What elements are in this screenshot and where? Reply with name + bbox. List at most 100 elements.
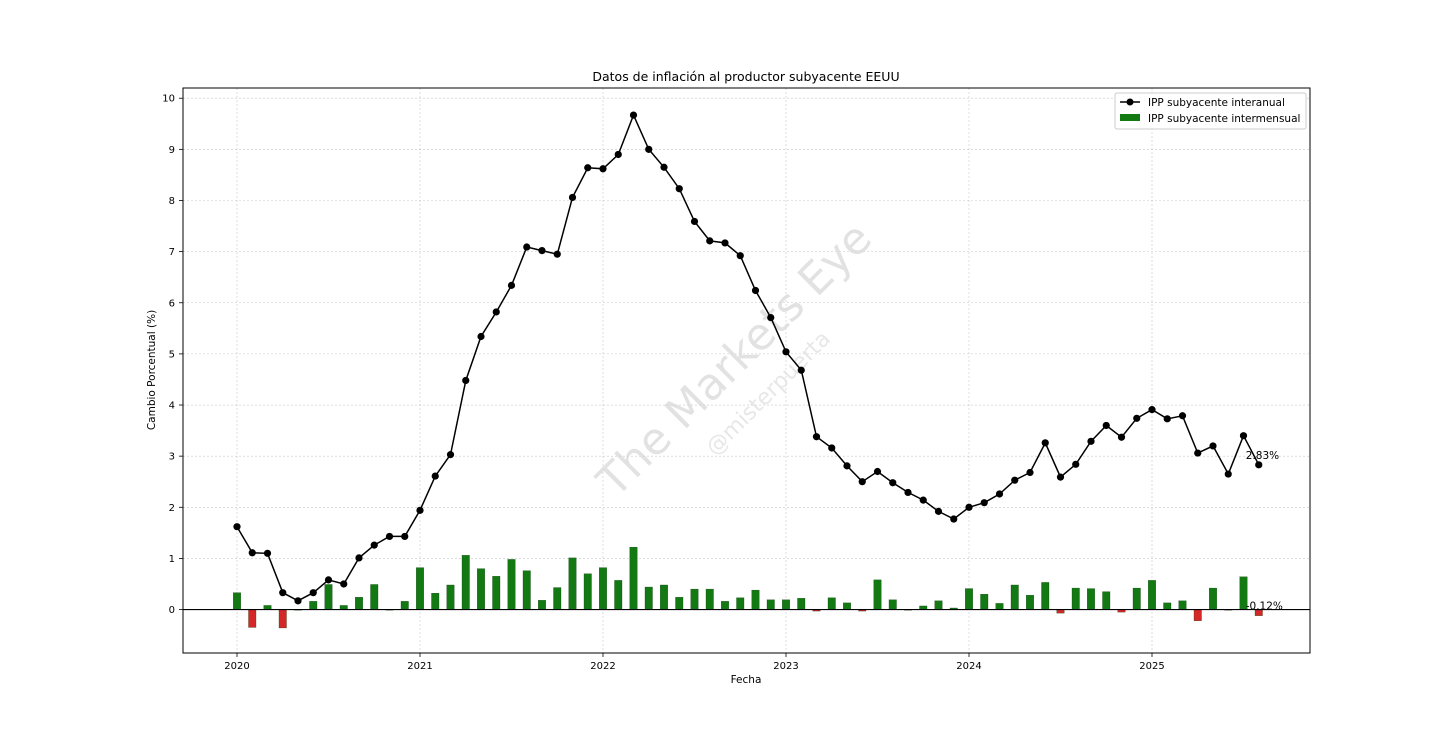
bar-intermensual xyxy=(263,605,272,610)
point-interanual xyxy=(1117,433,1126,441)
point-interanual xyxy=(660,163,668,171)
bar-intermensual xyxy=(705,588,714,610)
point-interanual xyxy=(1163,415,1171,423)
point-interanual xyxy=(828,444,836,452)
bar-intermensual xyxy=(507,559,516,610)
legend-label-interanual: IPP subyacente interanual xyxy=(1148,97,1285,109)
point-interanual xyxy=(523,243,531,251)
bar-intermensual xyxy=(431,593,440,610)
point-interanual xyxy=(1194,449,1202,457)
watermark: The Markets Eye @misterpuerta xyxy=(587,213,882,508)
line-interanual xyxy=(236,113,1260,602)
point-interanual xyxy=(751,286,760,295)
bar-intermensual xyxy=(1148,580,1156,610)
annotation-label: 2.83% xyxy=(1246,450,1279,462)
bar-intermensual xyxy=(782,599,790,610)
y-tick-label: 5 xyxy=(169,349,175,360)
y-tick-label: 1 xyxy=(169,554,175,565)
point-interanual xyxy=(401,532,409,541)
point-interanual xyxy=(248,549,256,557)
point-interanual xyxy=(1133,414,1141,422)
watermark-main-text: The Markets Eye xyxy=(587,213,882,508)
bar-intermensual xyxy=(599,567,607,610)
y-tick-label: 9 xyxy=(169,145,175,156)
point-interanual xyxy=(279,589,287,597)
chart-title: Datos de inflación al productor subyacen… xyxy=(592,69,899,84)
legend: IPP subyacente interanual IPP subyacente… xyxy=(1114,92,1307,130)
legend-label-intermensual: IPP subyacente intermensual xyxy=(1148,113,1300,125)
point-interanual xyxy=(721,239,729,247)
bar-intermensual xyxy=(1163,602,1172,610)
point-interanual xyxy=(492,308,500,316)
y-tick-label: 2 xyxy=(169,503,175,514)
bar-intermensual xyxy=(873,579,882,610)
bar-intermensual xyxy=(843,602,851,610)
point-interanual xyxy=(980,499,988,507)
point-interanual xyxy=(706,237,714,245)
bar-intermensual xyxy=(1010,584,1019,610)
point-interanual xyxy=(919,496,927,504)
bar-intermensual xyxy=(1041,582,1050,610)
point-interanual xyxy=(446,451,455,459)
point-interanual xyxy=(736,252,744,260)
point-interanual xyxy=(477,332,485,341)
legend-line-marker xyxy=(1126,98,1134,106)
point-interanual xyxy=(934,507,943,515)
bar-intermensual xyxy=(355,597,363,610)
point-interanual xyxy=(538,246,546,255)
point-interanual xyxy=(1148,406,1156,414)
bar-intermensual xyxy=(797,598,806,610)
x-axis-label: Fecha xyxy=(731,674,762,686)
point-interanual xyxy=(1178,412,1187,420)
point-interanual xyxy=(340,580,348,588)
bar-intermensual xyxy=(446,584,455,610)
x-tick-label: 2025 xyxy=(1139,661,1164,672)
x-tick-label: 2022 xyxy=(590,661,615,672)
bar-intermensual xyxy=(400,601,409,610)
point-interanual xyxy=(1087,437,1095,445)
y-axis-label: Cambio Porcentual (%) xyxy=(146,310,158,430)
x-tick-label: 2021 xyxy=(407,661,432,672)
point-interanual xyxy=(889,479,897,487)
point-interanual xyxy=(950,515,958,523)
bar-intermensual xyxy=(339,605,348,610)
point-interanual xyxy=(370,541,378,549)
point-interanual xyxy=(233,523,241,531)
point-interanual xyxy=(309,589,317,597)
point-interanual xyxy=(965,503,973,511)
bar-intermensual xyxy=(1071,587,1080,610)
point-interanual xyxy=(797,366,805,374)
bar-intermensual xyxy=(583,573,592,610)
bar-intermensual xyxy=(477,568,485,610)
point-interanual xyxy=(1255,461,1263,469)
point-interanual xyxy=(553,250,561,258)
bar-intermensual xyxy=(568,557,577,610)
point-interanual xyxy=(858,478,866,486)
point-interanual xyxy=(1072,460,1080,468)
bar-intermensual xyxy=(934,600,943,610)
bar-intermensual xyxy=(1026,595,1034,610)
bar-intermensual xyxy=(233,592,241,610)
point-interanual xyxy=(462,376,470,385)
point-interanual xyxy=(431,472,439,480)
y-tick-label: 7 xyxy=(169,247,175,258)
y-axis: 0 1 2 3 4 5 6 7 8 9 10 xyxy=(162,94,183,616)
bar-intermensual xyxy=(629,547,638,610)
y-tick-label: 8 xyxy=(169,196,175,207)
point-interanual xyxy=(507,281,516,289)
point-interanual xyxy=(843,462,851,470)
bar-intermensual xyxy=(248,609,257,628)
bar-intermensual xyxy=(965,588,973,610)
y-tick-label: 10 xyxy=(162,94,175,105)
point-interanual xyxy=(599,165,607,173)
y-tick-label: 0 xyxy=(169,605,175,616)
point-interanual xyxy=(1239,432,1248,440)
bar-intermensual xyxy=(660,584,668,610)
plot-frame xyxy=(182,87,1311,654)
bar-intermensual xyxy=(522,570,531,610)
bar-intermensual xyxy=(614,580,623,610)
annotation-label: -0.12% xyxy=(1246,601,1283,613)
point-interanual xyxy=(873,467,882,476)
point-interanual xyxy=(904,488,912,497)
